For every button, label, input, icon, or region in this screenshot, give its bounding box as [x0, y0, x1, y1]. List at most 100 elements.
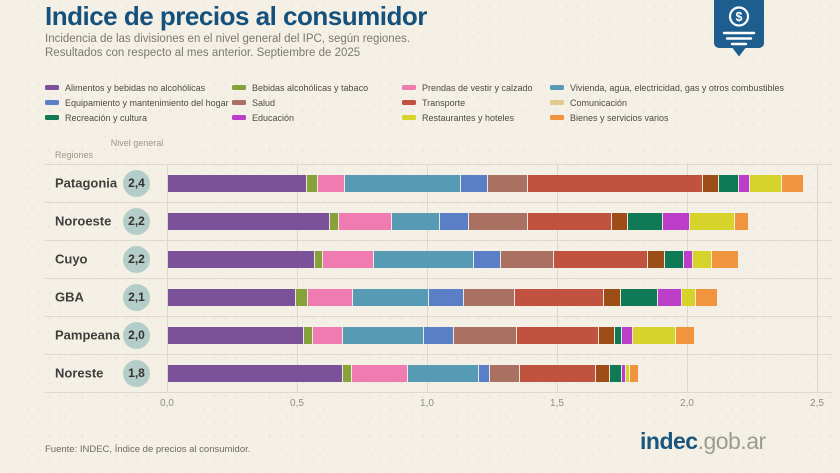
stacked-bar — [168, 326, 694, 344]
bar-segment — [330, 212, 339, 230]
bar-segment — [453, 326, 518, 344]
bar-segment — [373, 250, 474, 268]
bar-segment — [296, 288, 308, 306]
legend-label: Comunicación — [570, 97, 628, 108]
bar-segment — [168, 174, 307, 192]
legend-item: Bebidas alcohólicas y tabaco — [232, 83, 402, 93]
legend-label: Recreación y cultura — [65, 112, 148, 123]
bar-segment — [692, 250, 712, 268]
bar-segment — [487, 174, 528, 192]
axis-tick-label: 2,5 — [810, 398, 824, 409]
indec-badge-icon: $ — [714, 0, 764, 57]
legend-label: Bienes y servicios varios — [570, 112, 669, 123]
bar-segment — [168, 326, 305, 344]
bar-segment — [657, 288, 683, 306]
bar-segment — [648, 250, 665, 268]
bar-segment — [323, 250, 374, 268]
legend-item: Equipamiento y mantenimiento del hogar — [45, 98, 232, 108]
bar-segment — [429, 288, 465, 306]
legend-label: Transporte — [422, 97, 466, 108]
row-separator — [45, 354, 832, 355]
bar-segment — [342, 326, 425, 344]
bar-segment — [469, 212, 528, 230]
bar-segment — [490, 364, 520, 382]
legend: Alimentos y bebidas no alcohólicas Bebida… — [45, 80, 837, 125]
region-label: Pampeana — [55, 327, 121, 343]
bar-segment — [439, 212, 470, 230]
legend-swatch-icon — [402, 100, 416, 105]
bar-segment — [632, 326, 676, 344]
bar-segment — [782, 174, 803, 192]
legend-swatch-icon — [550, 100, 564, 105]
bar-segment — [711, 250, 738, 268]
legend-swatch-icon — [550, 115, 564, 120]
bar-segment — [735, 212, 749, 230]
legend-label: Restaurantes y hoteles — [422, 112, 515, 123]
bar-segment — [664, 250, 684, 268]
bar-segment — [719, 174, 739, 192]
wordmark-gobar: .gob.ar — [697, 428, 767, 454]
bar-segment — [464, 288, 515, 306]
bar-segment — [598, 326, 616, 344]
bar-segment — [168, 288, 297, 306]
bar-segment — [553, 250, 649, 268]
legend-item: Recreación y cultura — [45, 113, 232, 123]
legend-label: Vivienda, agua, electricidad, gas y otro… — [570, 82, 784, 93]
nivel-general-badge: 2,2 — [123, 245, 150, 273]
legend-label: Equipamiento y mantenimiento del hogar — [65, 97, 229, 108]
legend-item: Transporte — [402, 98, 550, 108]
legend-item: Vivienda, agua, electricidad, gas y otro… — [550, 83, 837, 93]
legend-swatch-icon — [45, 100, 59, 105]
bar-segment — [517, 326, 599, 344]
row-separator — [45, 316, 832, 317]
stacked-bar — [168, 250, 738, 268]
legend-item: Prendas de vestir y calzado — [402, 83, 550, 93]
row-separator — [45, 164, 832, 165]
nivel-general-badge: 2,4 — [123, 169, 150, 197]
bar-segment — [304, 326, 313, 344]
region-label: Noreste — [55, 365, 104, 381]
bar-segment — [352, 288, 430, 306]
legend-label: Salud — [252, 97, 276, 108]
bar-segment — [424, 326, 454, 344]
subtitle: Incidencia de las divisiones en el nivel… — [45, 32, 410, 60]
bar-segment — [168, 212, 331, 230]
nivel-general-header: Nivel general — [110, 138, 164, 148]
legend-swatch-icon — [232, 115, 246, 120]
bar-segment — [696, 288, 718, 306]
axis-tick-label: 1,5 — [550, 398, 564, 409]
axis-tick-label: 0,0 — [160, 398, 174, 409]
bar-segment — [407, 364, 479, 382]
legend-label: Alimentos y bebidas no alcohólicas — [65, 82, 206, 93]
bar-segment — [307, 288, 353, 306]
stacked-bar — [168, 364, 638, 382]
bar-segment — [306, 174, 319, 192]
region-label: Noroeste — [55, 213, 112, 229]
axis-tick-label: 1,0 — [420, 398, 434, 409]
axis-tick-label: 0,5 — [290, 398, 304, 409]
bar-segment — [312, 326, 343, 344]
bar-segment — [738, 174, 750, 192]
bar-segment — [391, 212, 440, 230]
legend-swatch-icon — [402, 85, 416, 90]
bar-segment — [615, 326, 622, 344]
bar-segment — [702, 174, 720, 192]
stacked-bar — [168, 174, 803, 192]
bar-segment — [345, 174, 461, 192]
legend-swatch-icon — [45, 85, 59, 90]
stacked-bar — [168, 212, 749, 230]
row-separator — [45, 240, 832, 241]
legend-item: Comunicación — [550, 98, 837, 108]
row-separator — [45, 202, 832, 203]
subtitle-line2: Resultados con respecto al mes anterior.… — [45, 47, 361, 60]
stacked-bar — [168, 288, 718, 306]
region-label: Patagonia — [55, 175, 118, 191]
indec-gobar-logo: indec.gob.ar — [640, 428, 766, 455]
wordmark-indec: indec — [640, 428, 698, 454]
bar-segment — [314, 250, 324, 268]
bar-segment — [610, 364, 622, 382]
bar-segment — [749, 174, 783, 192]
nivel-general-badge: 1,8 — [123, 359, 150, 387]
bar-segment — [168, 364, 344, 382]
